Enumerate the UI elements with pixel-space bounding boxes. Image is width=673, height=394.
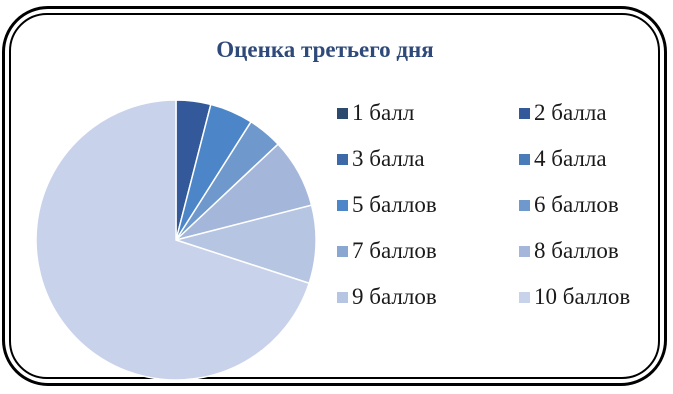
legend-swatch-7 (337, 245, 348, 257)
legend-item-1: 1 балл (337, 100, 414, 126)
legend-item-4: 4 балла (519, 146, 607, 172)
legend-label-2: 2 балла (534, 100, 607, 125)
legend-swatch-1 (337, 107, 348, 119)
legend-item-3: 3 балла (337, 146, 425, 172)
legend-label-8: 8 баллов (534, 238, 619, 263)
legend-label-1: 1 балл (352, 100, 415, 125)
legend-item-7: 7 баллов (337, 238, 437, 264)
legend-label-3: 3 балла (352, 146, 425, 171)
legend-item-8: 8 баллов (519, 238, 619, 264)
chart-title: Оценка третьего дня (216, 37, 434, 62)
legend-label-6: 6 баллов (534, 192, 619, 217)
legend-swatch-9 (337, 291, 348, 303)
legend-swatch-8 (519, 245, 530, 257)
legend-label-4: 4 балла (534, 146, 607, 171)
legend-item-5: 5 баллов (337, 192, 437, 218)
legend-label-10: 10 баллов (534, 284, 631, 309)
legend-item-9: 9 баллов (337, 284, 437, 310)
legend-swatch-3 (337, 153, 348, 165)
legend-swatch-2 (519, 107, 530, 119)
pie-slice-9 (173, 204, 317, 285)
legend-item-6: 6 баллов (519, 192, 619, 218)
legend-swatch-10 (519, 291, 530, 303)
legend-item-10: 10 баллов (519, 284, 630, 310)
pie-slice-10 (35, 99, 311, 381)
legend-item-2: 2 балла (519, 100, 607, 126)
legend-swatch-6 (519, 199, 530, 211)
legend-label-7: 7 баллов (352, 238, 437, 263)
legend-swatch-4 (519, 153, 530, 165)
legend-label-5: 5 баллов (352, 192, 437, 217)
legend-swatch-5 (337, 199, 348, 211)
legend-label-9: 9 баллов (352, 284, 437, 309)
